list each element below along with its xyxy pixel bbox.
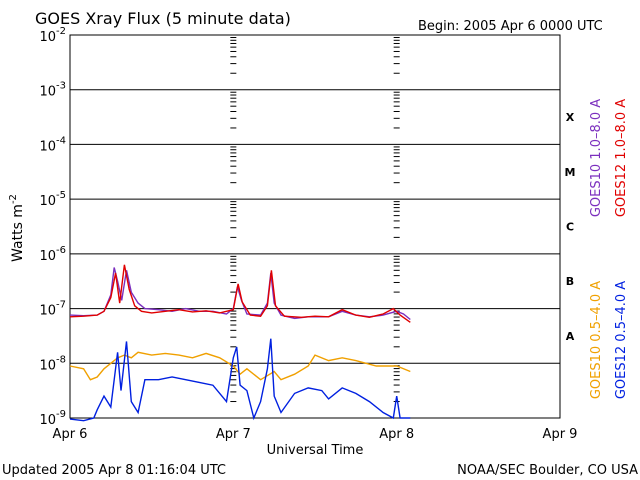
plot-frame — [69, 34, 561, 419]
x-tick-label: Apr 8 — [379, 427, 414, 442]
credit-label: NOAA/SEC Boulder, CO USA — [457, 463, 638, 478]
y-tick-base: 10 — [39, 413, 56, 428]
x-tick-label: Apr 7 — [216, 427, 251, 442]
updated-label: Updated 2005 Apr 8 01:16:04 UTC — [2, 463, 226, 478]
y-axis-label-main: Watts m — [10, 204, 26, 262]
y-tick-base: 10 — [39, 249, 56, 264]
legend-entry: GOES10 0.5–4.0 A — [589, 281, 604, 399]
y-tick-labels: 10-910-810-710-610-510-410-310-2 — [39, 26, 66, 428]
series-line — [69, 338, 411, 422]
y-tick-label: 10-6 — [39, 245, 66, 264]
y-tick-label: 10-3 — [39, 81, 66, 100]
y-tick-exponent: -3 — [56, 81, 66, 92]
flare-class-label: A — [566, 330, 575, 343]
x-tick-label: Apr 6 — [53, 427, 88, 442]
flare-class-label: M — [565, 166, 576, 179]
x-axis-label: Universal Time — [267, 443, 364, 458]
y-tick-exponent: -2 — [56, 26, 66, 37]
y-axis-label-sup: -2 — [8, 194, 19, 204]
legend-entry: GOES12 1.0–8.0 A — [614, 99, 629, 217]
series-lines — [69, 264, 411, 422]
y-tick-exponent: -5 — [56, 190, 66, 201]
y-tick-base: 10 — [39, 85, 56, 100]
x-tick-label: Apr 9 — [543, 427, 578, 442]
y-tick-exponent: -6 — [56, 245, 66, 256]
y-tick-label: 10-9 — [39, 409, 66, 428]
y-tick-label: 10-4 — [39, 135, 66, 154]
flare-class-label: C — [566, 221, 574, 234]
flare-class-label: X — [566, 111, 575, 124]
chart-title: GOES Xray Flux (5 minute data) — [35, 9, 291, 28]
y-tick-label: 10-5 — [39, 190, 66, 209]
y-tick-label: 10-8 — [39, 354, 66, 373]
y-tick-exponent: -8 — [56, 354, 66, 365]
y-tick-base: 10 — [39, 304, 56, 319]
day-tick-marks — [230, 37, 400, 403]
y-tick-exponent: -7 — [56, 300, 66, 311]
y-tick-exponent: -9 — [56, 409, 66, 420]
flare-class-labels: A B C M X — [565, 111, 576, 343]
flare-class-label: B — [566, 275, 574, 288]
y-tick-base: 10 — [39, 358, 56, 373]
begin-label: Begin: 2005 Apr 6 0000 UTC — [418, 19, 603, 34]
y-tick-base: 10 — [39, 30, 56, 45]
y-tick-label: 10-2 — [39, 26, 66, 45]
x-tick-labels: Apr 6 Apr 7 Apr 8 Apr 9 — [53, 427, 578, 442]
series-line — [69, 264, 411, 323]
legend-entry: GOES12 0.5–4.0 A — [614, 281, 629, 399]
y-tick-label: 10-7 — [39, 300, 66, 319]
y-tick-base: 10 — [39, 139, 56, 154]
legend-entry: GOES10 1.0–8.0 A — [589, 99, 604, 217]
legend: GOES10 1.0–8.0 A GOES12 1.0–8.0 A GOES10 0… — [589, 99, 629, 399]
y-axis-label: Watts m-2 — [8, 194, 26, 262]
series-line — [69, 351, 411, 381]
decade-grid — [70, 89, 560, 364]
y-tick-exponent: -4 — [56, 135, 66, 146]
y-tick-base: 10 — [39, 194, 56, 209]
